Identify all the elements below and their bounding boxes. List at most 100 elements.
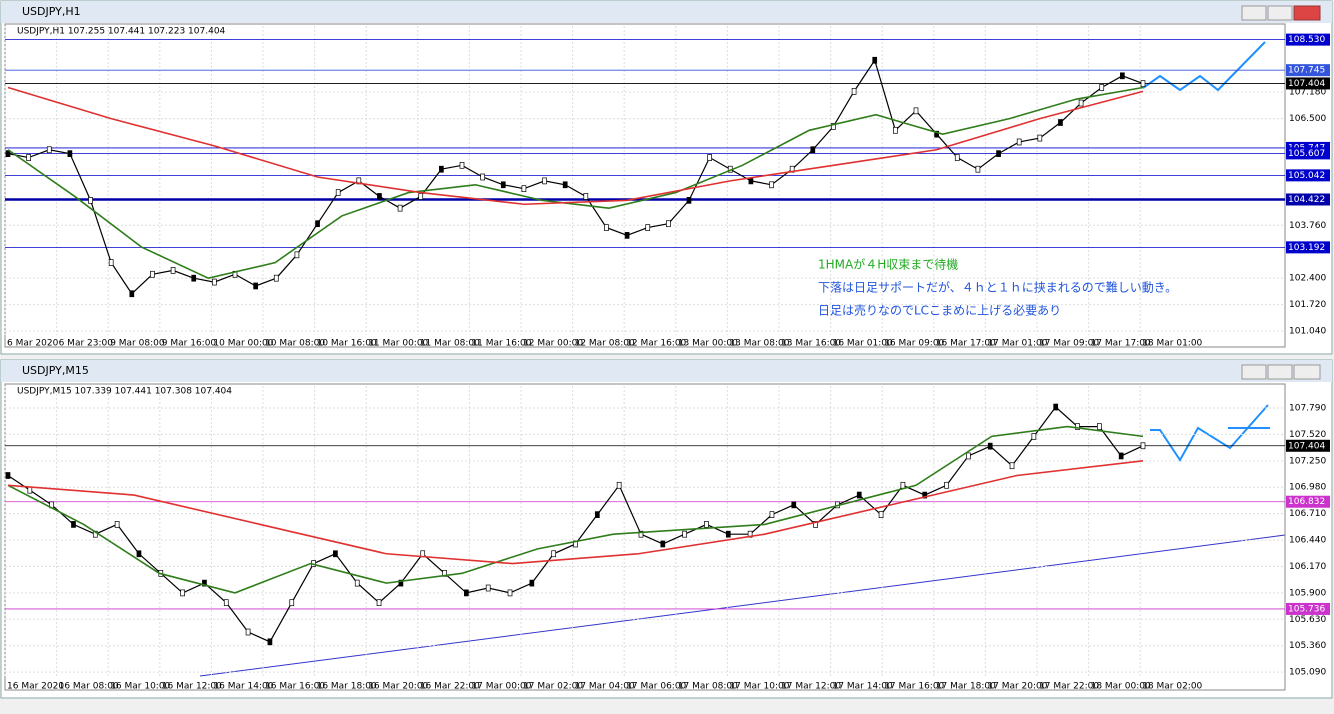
candle xyxy=(583,193,589,200)
candle xyxy=(645,224,651,231)
x-tick-label: 17 Mar 08:00 xyxy=(678,682,738,692)
candle xyxy=(1140,80,1146,87)
candle xyxy=(966,452,971,460)
level-label: 107.404 xyxy=(1288,79,1325,89)
x-tick-label: 11 Mar 08:00 xyxy=(420,339,480,349)
candle xyxy=(1096,423,1102,430)
minimize-button[interactable] xyxy=(1241,5,1267,21)
candle xyxy=(1078,99,1084,107)
candle xyxy=(500,181,506,189)
x-tick-label: 18 Mar 02:00 xyxy=(1142,682,1202,692)
window-title: USDJPY,H1 xyxy=(22,5,81,18)
candle xyxy=(136,550,142,558)
y-tick-label: 107.250 xyxy=(1289,456,1326,466)
level-label-bg xyxy=(1286,64,1330,77)
x-tick-label: 16 Mar 2020 xyxy=(7,682,64,692)
candle xyxy=(253,282,258,290)
candle xyxy=(398,579,404,587)
x-tick-label: 12 Mar 16:00 xyxy=(626,339,686,349)
candle xyxy=(1009,462,1015,470)
candle xyxy=(707,154,712,161)
level-label: 105.042 xyxy=(1288,171,1325,181)
x-tick-label: 9 Mar 16:00 xyxy=(162,339,217,349)
level-label: 105.607 xyxy=(1288,149,1325,159)
y-tick-label: 106.170 xyxy=(1289,562,1326,572)
window-buttons[interactable] xyxy=(1241,5,1321,380)
y-tick-label: 107.180 xyxy=(1289,88,1326,98)
x-tick-label: 16 Mar 08:00 xyxy=(59,682,119,692)
candle xyxy=(333,550,338,558)
candle xyxy=(67,150,73,157)
level-label: 107.745 xyxy=(1288,66,1325,76)
x-tick-label: 17 Mar 01:00 xyxy=(987,339,1047,349)
x-tick-label: 17 Mar 18:00 xyxy=(936,682,996,692)
candle xyxy=(129,290,135,298)
x-tick-label: 9 Mar 08:00 xyxy=(110,339,165,349)
candle xyxy=(376,599,382,607)
candle xyxy=(562,181,568,189)
x-tick-label: 17 Mar 20:00 xyxy=(987,682,1047,692)
candle xyxy=(922,491,928,499)
x-tick-label: 10 Mar 08:00 xyxy=(265,339,325,349)
candle xyxy=(529,579,535,587)
candle xyxy=(666,220,671,228)
candle xyxy=(594,511,600,518)
candle xyxy=(377,193,382,200)
y-tick-label: 107.520 xyxy=(1289,430,1326,440)
candle xyxy=(5,472,11,479)
candle xyxy=(851,88,857,95)
candle xyxy=(872,56,878,64)
x-tick-label: 16 Mar 10:00 xyxy=(110,682,170,692)
candle xyxy=(913,107,919,115)
candle xyxy=(1120,72,1125,80)
window-m15 xyxy=(0,359,1333,699)
candle xyxy=(878,511,884,518)
level-label-bg xyxy=(1286,147,1330,160)
x-tick-label: 16 Mar 18:00 xyxy=(317,682,377,692)
candle xyxy=(975,165,981,173)
y-tick-label: 101.040 xyxy=(1289,327,1326,337)
x-tick-label: 17 Mar 16:00 xyxy=(884,682,944,692)
candle xyxy=(893,126,898,134)
level-label-bg xyxy=(1286,33,1330,46)
candle xyxy=(831,123,836,130)
close-button[interactable] xyxy=(1293,364,1321,380)
candle xyxy=(1099,84,1105,91)
y-tick-label: 101.720 xyxy=(1289,300,1326,310)
x-tick-label: 16 Mar 20:00 xyxy=(368,682,428,692)
x-tick-label: 17 Mar 10:00 xyxy=(729,682,789,692)
candle xyxy=(335,189,341,196)
x-tick-label: 12 Mar 08:00 xyxy=(575,339,635,349)
level-label-bg xyxy=(1286,77,1330,90)
x-tick-label: 16 Mar 22:00 xyxy=(420,682,480,692)
level-label: 108.530 xyxy=(1288,35,1325,45)
y-tick-label: 105.090 xyxy=(1289,668,1326,678)
candle xyxy=(1058,119,1063,126)
candle xyxy=(856,491,862,499)
minimize-button[interactable] xyxy=(1241,364,1267,380)
candle xyxy=(996,150,1001,157)
candle xyxy=(900,481,906,489)
candle xyxy=(725,530,731,538)
y-tick-label: 105.630 xyxy=(1289,615,1326,625)
trend-line xyxy=(199,534,1286,677)
candle xyxy=(245,628,251,636)
level-label-bg xyxy=(1286,169,1330,182)
y-tick-label: 105.900 xyxy=(1289,588,1326,598)
candle xyxy=(485,584,491,592)
level-label-bg xyxy=(1286,241,1330,254)
maximize-button[interactable] xyxy=(1267,364,1293,380)
x-tick-label: 17 Mar 14:00 xyxy=(833,682,893,692)
level-label: 106.832 xyxy=(1288,497,1325,507)
candle xyxy=(439,165,444,173)
series-line xyxy=(7,425,1144,594)
candle xyxy=(604,224,609,231)
candle xyxy=(71,521,76,528)
x-tick-label: 6 Mar 23:00 xyxy=(59,339,114,349)
window-title: USDJPY,M15 xyxy=(22,364,89,377)
close-button[interactable] xyxy=(1293,5,1321,21)
maximize-button[interactable] xyxy=(1267,5,1293,21)
level-label: 104.422 xyxy=(1288,195,1325,205)
plot-frame xyxy=(4,383,1286,691)
